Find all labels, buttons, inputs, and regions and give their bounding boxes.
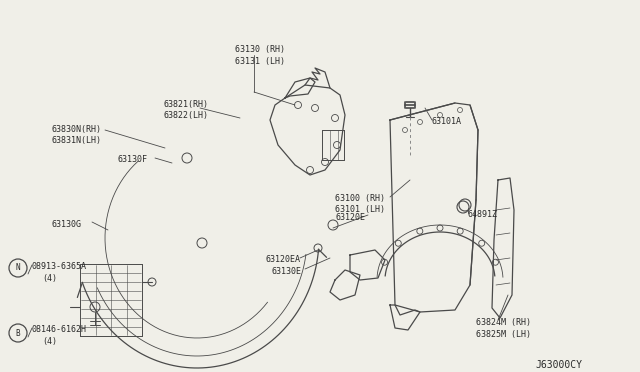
Text: 63130F: 63130F [118,155,148,164]
Text: 63822(LH): 63822(LH) [163,111,208,120]
Text: 63120EA: 63120EA [265,255,300,264]
Text: 64891Z: 64891Z [468,210,498,219]
Text: N: N [16,263,20,273]
Text: 63825M (LH): 63825M (LH) [476,330,531,339]
Text: 08146-6162H: 08146-6162H [32,325,87,334]
Text: 63130 (RH): 63130 (RH) [235,45,285,54]
Text: 63831N(LH): 63831N(LH) [52,136,102,145]
Text: 63100 (RH): 63100 (RH) [335,194,385,203]
Text: 63101A: 63101A [432,117,462,126]
Text: (4): (4) [42,274,57,283]
Text: B: B [16,328,20,337]
Text: 63130G: 63130G [52,220,82,229]
Text: 63101 (LH): 63101 (LH) [335,205,385,214]
Text: 63120E: 63120E [335,213,365,222]
Text: 63821(RH): 63821(RH) [163,100,208,109]
Text: 08913-6365A: 08913-6365A [32,262,87,271]
Text: 63830N(RH): 63830N(RH) [52,125,102,134]
Text: 63824M (RH): 63824M (RH) [476,318,531,327]
Text: (4): (4) [42,337,57,346]
Text: 63130E: 63130E [272,267,302,276]
Text: J63000CY: J63000CY [535,360,582,370]
Text: 63131 (LH): 63131 (LH) [235,57,285,66]
